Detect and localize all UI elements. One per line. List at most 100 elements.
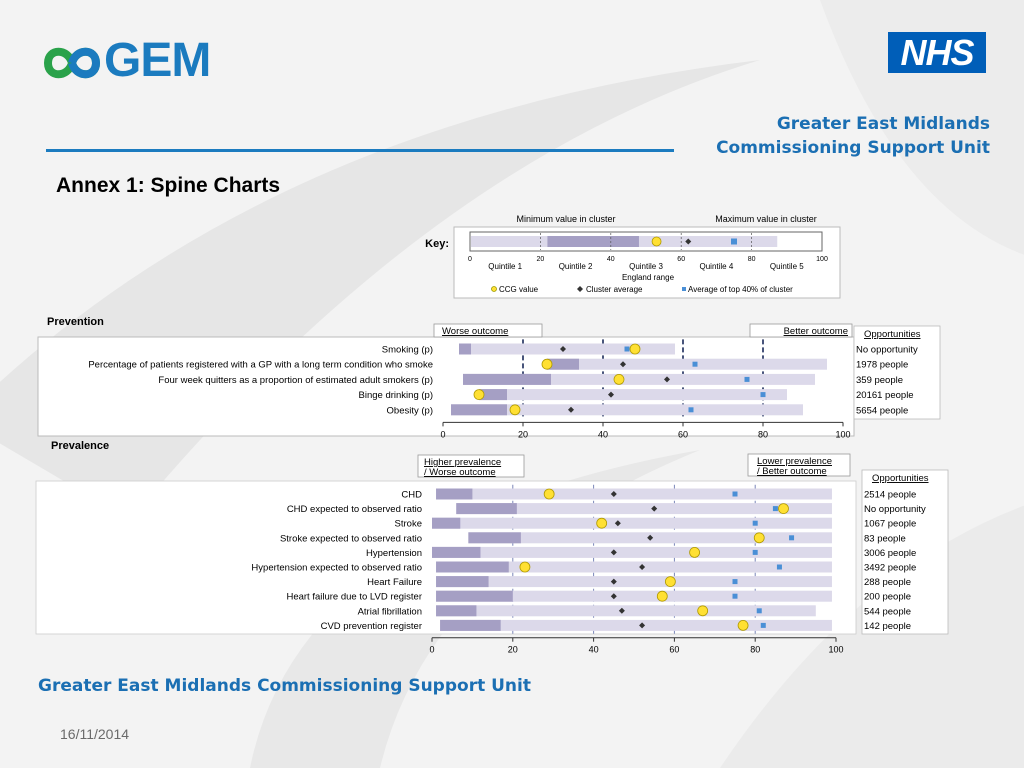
cluster-average-marker (560, 346, 566, 352)
cluster-bar (547, 358, 579, 370)
prevalence-better-label-line2: / Better outcome (757, 466, 827, 477)
top40-marker (772, 506, 778, 512)
top40-marker (624, 346, 630, 352)
key-tick-label: 100 (816, 256, 828, 263)
key-min-label: Minimum value in cluster (516, 214, 615, 224)
x-tick-label: 20 (508, 645, 518, 655)
prevalence-worse-box (417, 454, 525, 478)
cluster-bar (468, 532, 521, 544)
top40-marker (732, 579, 738, 585)
key-quintile-label: Quintile 2 (559, 262, 593, 271)
prevention-better-box (749, 323, 853, 338)
opportunity-value: 359 people (856, 375, 903, 386)
org-title-line2: Commissioning Support Unit (716, 138, 990, 158)
row-label: Percentage of patients registered with a… (88, 360, 433, 371)
cluster-bar (432, 546, 481, 558)
cluster-bar (432, 517, 461, 529)
prevalence-opportunities-panel (861, 469, 949, 635)
cluster-average-marker (610, 549, 617, 556)
row-label: Hypertension expected to observed ratio (251, 563, 422, 574)
prevention-worse-box (433, 323, 543, 338)
key-content: 0 20 40 60 80 100 Quintile 1 Quintile 2 Quintile… (468, 233, 828, 271)
ccg-value-marker (473, 389, 485, 401)
ccg-value-marker (737, 620, 749, 631)
cluster-bar (456, 503, 517, 515)
range-bar (436, 576, 832, 588)
row-label: Binge drinking (p) (359, 390, 433, 401)
key-label: Key: (425, 238, 449, 250)
gem-logo-text: GEM (104, 34, 211, 87)
row-label: CHD expected to observed ratio (287, 504, 422, 515)
nhs-logo: NHS (888, 32, 986, 73)
opportunity-value: 20161 people (856, 390, 914, 401)
footer-org: Greater East Midlands Commissioning Supp… (38, 676, 531, 696)
row-label: Hypertension (366, 548, 422, 559)
org-title: Greater East Midlands Commissioning Supp… (716, 112, 990, 160)
range-bar (436, 605, 816, 617)
row-label: Obesity (p) (387, 405, 433, 416)
top40-marker (752, 520, 758, 526)
top40-marker (789, 535, 795, 541)
key-quintile-label: Quintile 4 (700, 262, 734, 271)
org-title-line1: Greater East Midlands (776, 114, 990, 134)
cluster-average-marker (647, 534, 654, 541)
cluster-average-marker (639, 622, 646, 629)
range-bar (463, 373, 815, 385)
key-tick-label: 0 (468, 256, 472, 263)
row-label: Smoking (p) (382, 345, 433, 356)
prevention-section-title: Prevention (47, 316, 104, 328)
key-tick-label: 60 (677, 256, 685, 263)
opportunity-value: No opportunity (856, 345, 918, 356)
cluster-bar (436, 605, 477, 617)
ccg-value-marker (613, 373, 625, 385)
prevention-opportunities-panel (853, 325, 941, 420)
ccg-value-marker (519, 561, 531, 573)
x-tick-label: 0 (429, 645, 434, 655)
top40-marker (760, 622, 766, 628)
ccg-value-marker (689, 547, 700, 558)
cluster-average-marker (610, 593, 617, 600)
range-bar (459, 343, 675, 355)
key-tick-label: 40 (607, 256, 615, 263)
cluster-average-marker (608, 391, 614, 398)
x-tick-label: 20 (518, 429, 528, 439)
cluster-bar (479, 389, 507, 401)
top40-marker (756, 608, 762, 614)
x-tick-label: 40 (598, 429, 608, 439)
top40-marker (744, 376, 750, 382)
cluster-average-marker (639, 564, 646, 570)
opportunity-value: 83 people (864, 533, 906, 544)
prevalence-opportunities-header: Opportunities (872, 473, 929, 484)
key-tick-label: 20 (537, 256, 545, 263)
top40-marker (752, 549, 758, 555)
cluster-bar (459, 343, 471, 355)
prevalence-better-label-line1: Lower prevalence (757, 456, 832, 467)
top40-marker (732, 491, 738, 497)
opportunity-value: 5654 people (856, 405, 908, 416)
key-quintile-label: Quintile 1 (488, 262, 522, 271)
cluster-average-marker (614, 520, 621, 527)
range-bar (436, 561, 832, 573)
cluster-bar (451, 404, 507, 416)
row-label: Atrial fibrillation (358, 606, 422, 617)
x-tick-label: 100 (828, 645, 843, 655)
top40-marker (732, 593, 738, 599)
key-axis-label: England range (622, 273, 675, 282)
opportunity-value: 544 people (864, 606, 911, 617)
x-tick-label: 0 (440, 429, 445, 439)
cluster-bar (440, 619, 501, 631)
cluster-average-marker (610, 491, 617, 497)
opportunity-value: 3006 people (864, 548, 916, 559)
prevention-worse-label: Worse outcome (442, 326, 508, 337)
page-title: Annex 1: Spine Charts (56, 174, 281, 197)
key-legend-ccg-label: CCG value (499, 285, 539, 294)
ccg-value-marker (596, 517, 608, 529)
ccg-value-marker (697, 605, 709, 617)
prevention-better-label: Better outcome (784, 326, 848, 337)
opportunity-value: 200 people (864, 592, 911, 603)
opportunity-value: 3492 people (864, 563, 916, 574)
range-bar (479, 389, 787, 401)
header-rule (46, 149, 674, 152)
cluster-average-marker (610, 578, 617, 585)
